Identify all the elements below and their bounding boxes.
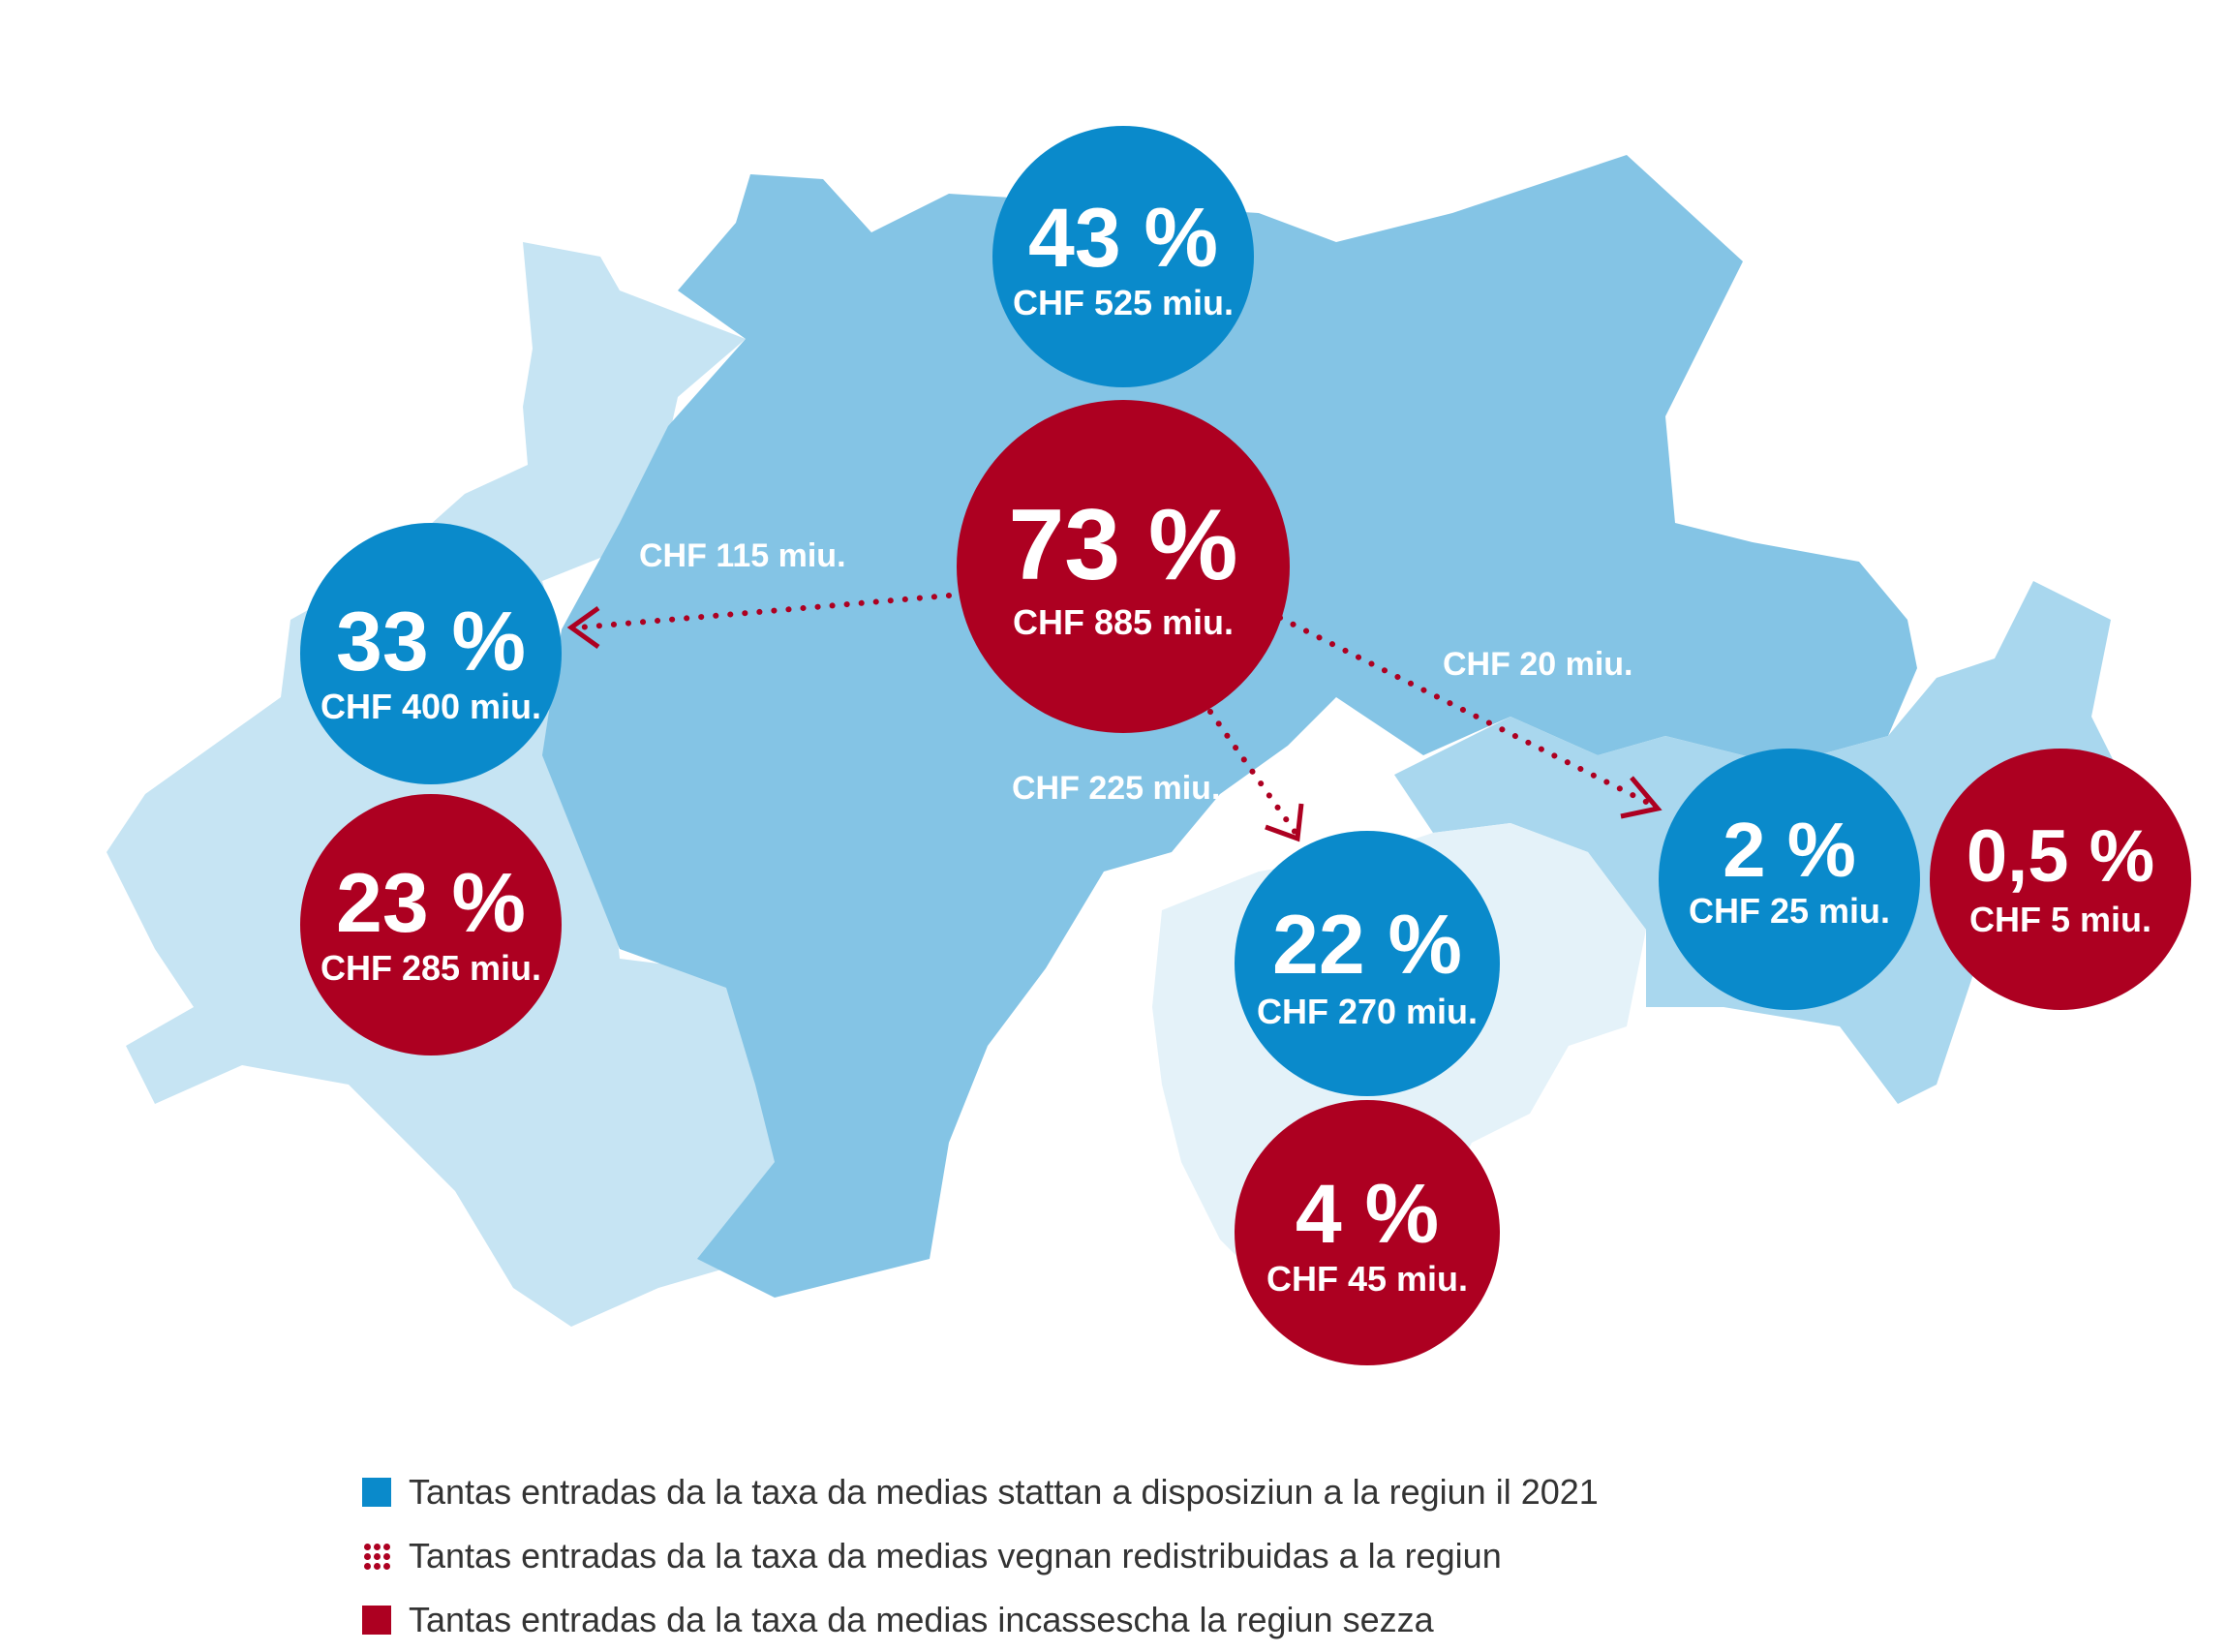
german-red-marker: 73 % CHF 885 miu. (957, 400, 1290, 733)
italian-blue-chf: CHF 270 miu. (1257, 992, 1478, 1031)
romansh-blue-marker: 2 % CHF 25 miu. (1659, 749, 1920, 1010)
romansh-blue-chf: CHF 25 miu. (1689, 891, 1890, 931)
french-red-marker: 23 % CHF 285 miu. (300, 794, 562, 1055)
blue-square-icon (362, 1478, 391, 1507)
romansh-red-pct: 0,5 % (1967, 815, 2154, 898)
legend-label-redistributed: Tantas entradas da la taxa da medias veg… (409, 1536, 1502, 1576)
legend-item-available: Tantas entradas da la taxa da medias sta… (362, 1460, 1599, 1524)
legend-item-collected: Tantas entradas da la taxa da medias inc… (362, 1588, 1599, 1652)
romansh-blue-pct: 2 % (1723, 807, 1856, 893)
italian-blue-marker: 22 % CHF 270 miu. (1235, 831, 1500, 1096)
legend-item-redistributed: Tantas entradas da la taxa da medias veg… (362, 1524, 1599, 1588)
german-region-shape (542, 155, 1917, 1298)
flow-label-italian: CHF 225 miu. (1012, 770, 1220, 807)
french-red-chf: CHF 285 miu. (320, 948, 541, 988)
german-red-pct: 73 % (1008, 489, 1237, 601)
italian-red-pct: 4 % (1296, 1168, 1439, 1261)
romansh-red-marker: 0,5 % CHF 5 miu. (1930, 749, 2191, 1010)
flow-arrow-french (566, 593, 952, 650)
red-dots-icon (362, 1542, 391, 1571)
romansh-red-chf: CHF 5 miu. (1969, 900, 2151, 939)
italian-red-chf: CHF 45 miu. (1266, 1259, 1468, 1299)
french-red-pct: 23 % (336, 857, 526, 950)
german-blue-pct: 43 % (1028, 192, 1218, 285)
german-blue-chf: CHF 525 miu. (1013, 283, 1234, 322)
german-blue-marker: 43 % CHF 525 miu. (992, 126, 1254, 387)
legend-label-available: Tantas entradas da la taxa da medias sta… (409, 1472, 1599, 1512)
french-blue-chf: CHF 400 miu. (320, 687, 541, 726)
red-square-icon (362, 1606, 391, 1635)
french-blue-pct: 33 % (336, 596, 526, 688)
italian-red-marker: 4 % CHF 45 miu. (1235, 1100, 1500, 1365)
flow-label-romansh: CHF 20 miu. (1443, 646, 1632, 683)
legend-label-collected: Tantas entradas da la taxa da medias inc… (409, 1600, 1434, 1639)
legend: Tantas entradas da la taxa da medias sta… (362, 1460, 1599, 1652)
french-region-shape (107, 242, 891, 1327)
flow-arrow-italian (1207, 709, 1304, 842)
flow-arrow-romansh (1277, 615, 1663, 819)
german-red-chf: CHF 885 miu. (1013, 602, 1234, 642)
french-blue-marker: 33 % CHF 400 miu. (300, 523, 562, 784)
italian-blue-pct: 22 % (1272, 899, 1462, 992)
flow-label-french: CHF 115 miu. (639, 537, 846, 574)
